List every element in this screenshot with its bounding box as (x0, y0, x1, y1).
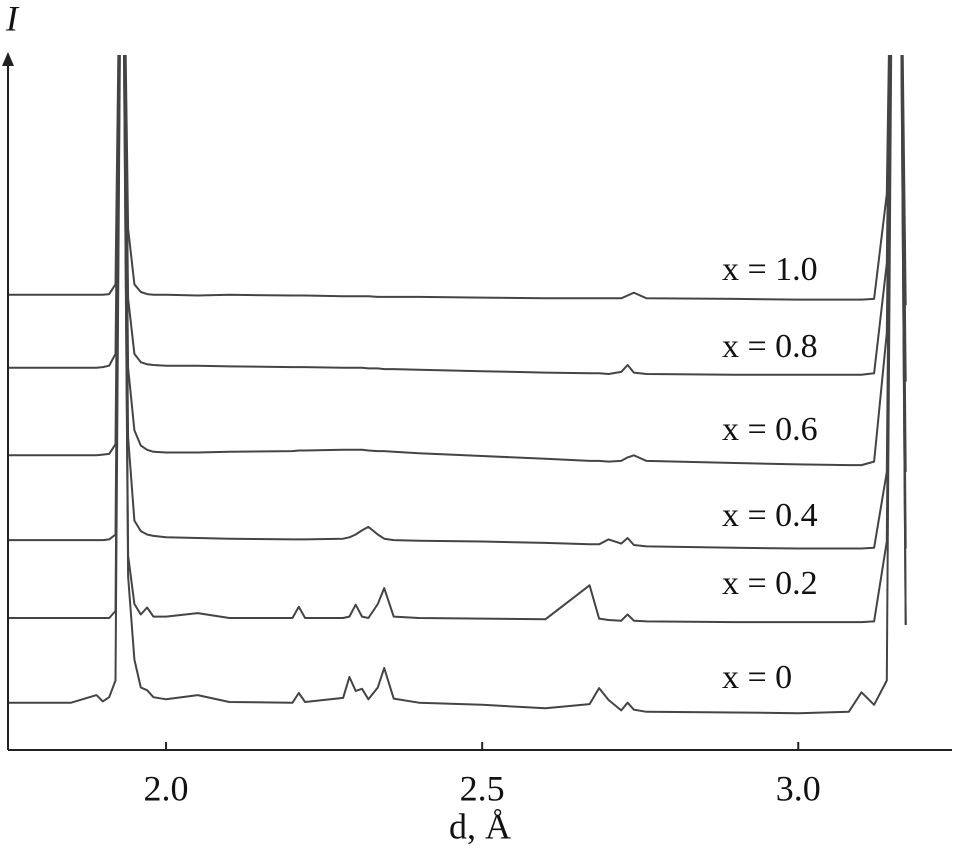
series-label: x = 0.8 (722, 328, 818, 365)
series-label: x = 1.0 (722, 251, 818, 288)
series-label: x = 0.2 (722, 565, 818, 602)
series-line (9, 55, 907, 715)
x-axis-label: d, Å (449, 806, 511, 846)
plot-area (9, 55, 907, 715)
series-label: x = 0.4 (722, 497, 818, 534)
y-axis-label: I (5, 0, 20, 38)
series-line (9, 55, 907, 382)
series-line (9, 55, 907, 306)
x-tick-label: 2.0 (144, 768, 189, 808)
series-line (9, 55, 907, 625)
series-line (9, 55, 907, 550)
x-tick-label: 2.5 (460, 768, 505, 808)
series-label: x = 0 (722, 659, 792, 696)
x-tick-label: 3.0 (776, 768, 821, 808)
series-line (9, 55, 907, 473)
y-axis-arrow (2, 52, 14, 66)
series-label: x = 0.6 (722, 411, 818, 448)
